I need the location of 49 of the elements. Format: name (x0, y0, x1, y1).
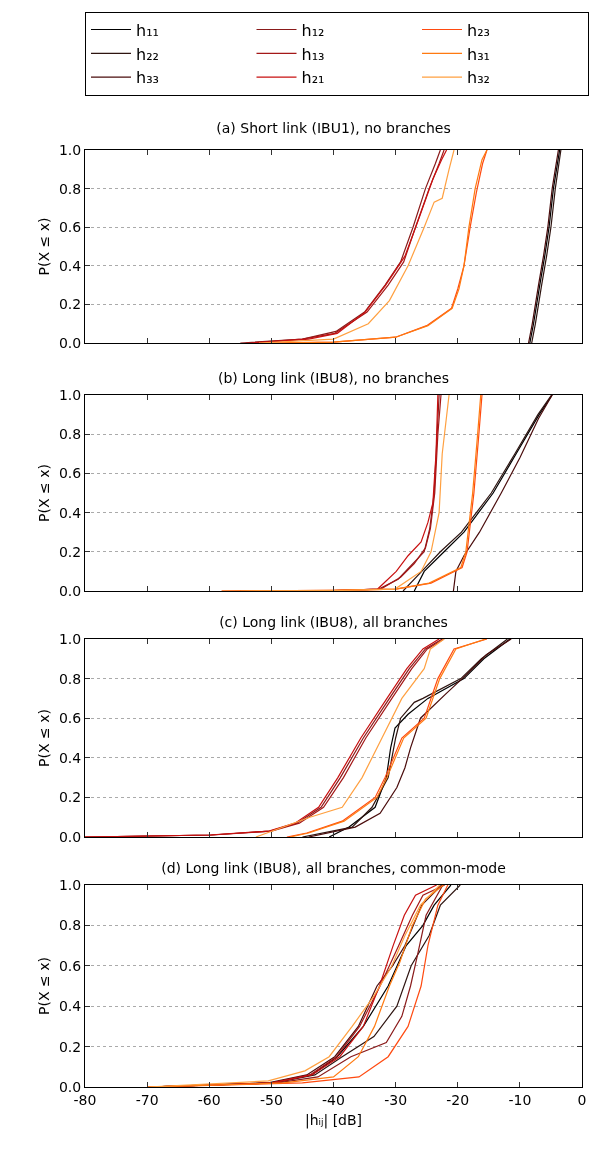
legend-label: h₁₃ (301, 44, 325, 64)
y-tick-label: 0.0 (58, 828, 82, 845)
y-tick-label: 0.6 (58, 710, 82, 727)
y-tick-label: 0.0 (58, 334, 82, 351)
y-tick-label: 0.0 (58, 582, 82, 599)
y-tick-label: 1.0 (58, 386, 82, 403)
y-tick-label: 0.2 (58, 789, 82, 806)
y-tick-label: 0.6 (58, 465, 82, 482)
y-tick-label: 0.4 (58, 749, 82, 766)
y-tick-label: 1.0 (58, 630, 82, 647)
legend-label: h₂₂ (136, 44, 159, 64)
legend-label: h₁₂ (301, 20, 325, 40)
x-tick-label: 0 (577, 1091, 587, 1108)
chart-title: (b) Long link (IBU8), no branches (218, 369, 449, 386)
y-tick-label: 0.4 (58, 998, 82, 1015)
y-tick-label: 0.8 (58, 426, 82, 443)
x-tick-label: -40 (322, 1091, 345, 1108)
y-tick-label: 1.0 (58, 141, 82, 158)
legend-label: h₃₁ (467, 44, 490, 64)
x-tick-label: -60 (197, 1091, 221, 1108)
chart-title: (c) Long link (IBU8), all branches (219, 613, 448, 630)
y-tick-label: 0.2 (58, 1038, 82, 1055)
x-tick-label: -50 (259, 1091, 283, 1108)
y-tick-label: 0.8 (58, 180, 82, 197)
y-tick-label: 0.2 (58, 296, 82, 313)
legend-label: h₂₁ (301, 68, 325, 88)
y-axis-title: P(X ≤ x) (35, 709, 52, 767)
x-tick-label: -30 (384, 1091, 408, 1108)
y-axis-title: P(X ≤ x) (35, 957, 52, 1015)
y-tick-label: 0.6 (58, 957, 82, 974)
y-tick-label: 1.0 (58, 876, 82, 893)
legend-label: h₁₁ (136, 20, 159, 40)
x-tick-label: -70 (135, 1091, 159, 1108)
y-tick-label: 0.4 (58, 504, 82, 521)
y-tick-label: 0.4 (58, 257, 82, 274)
y-tick-label: 0.8 (58, 670, 82, 687)
x-axis-title: |hᵢⱼ| [dB] (304, 1112, 363, 1130)
legend-label: h₃₂ (467, 68, 490, 88)
y-tick-label: 0.8 (58, 917, 82, 934)
y-tick-label: 0.6 (58, 219, 82, 236)
x-tick-label: -20 (446, 1091, 470, 1108)
legend-label: h₂₃ (467, 20, 490, 40)
y-tick-label: 0.2 (58, 543, 82, 560)
y-axis-title: P(X ≤ x) (35, 464, 52, 522)
chart-title: (d) Long link (IBU8), all branches, common-mode (161, 859, 506, 876)
x-tick-label: -10 (508, 1091, 532, 1108)
chart-title: (a) Short link (IBU1), no branches (216, 119, 451, 136)
legend-label: h₃₃ (136, 68, 159, 88)
y-axis-title: P(X ≤ x) (35, 217, 52, 276)
